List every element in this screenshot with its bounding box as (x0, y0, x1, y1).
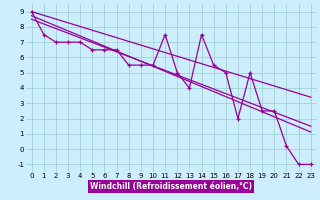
X-axis label: Windchill (Refroidissement éolien,°C): Windchill (Refroidissement éolien,°C) (90, 182, 252, 191)
